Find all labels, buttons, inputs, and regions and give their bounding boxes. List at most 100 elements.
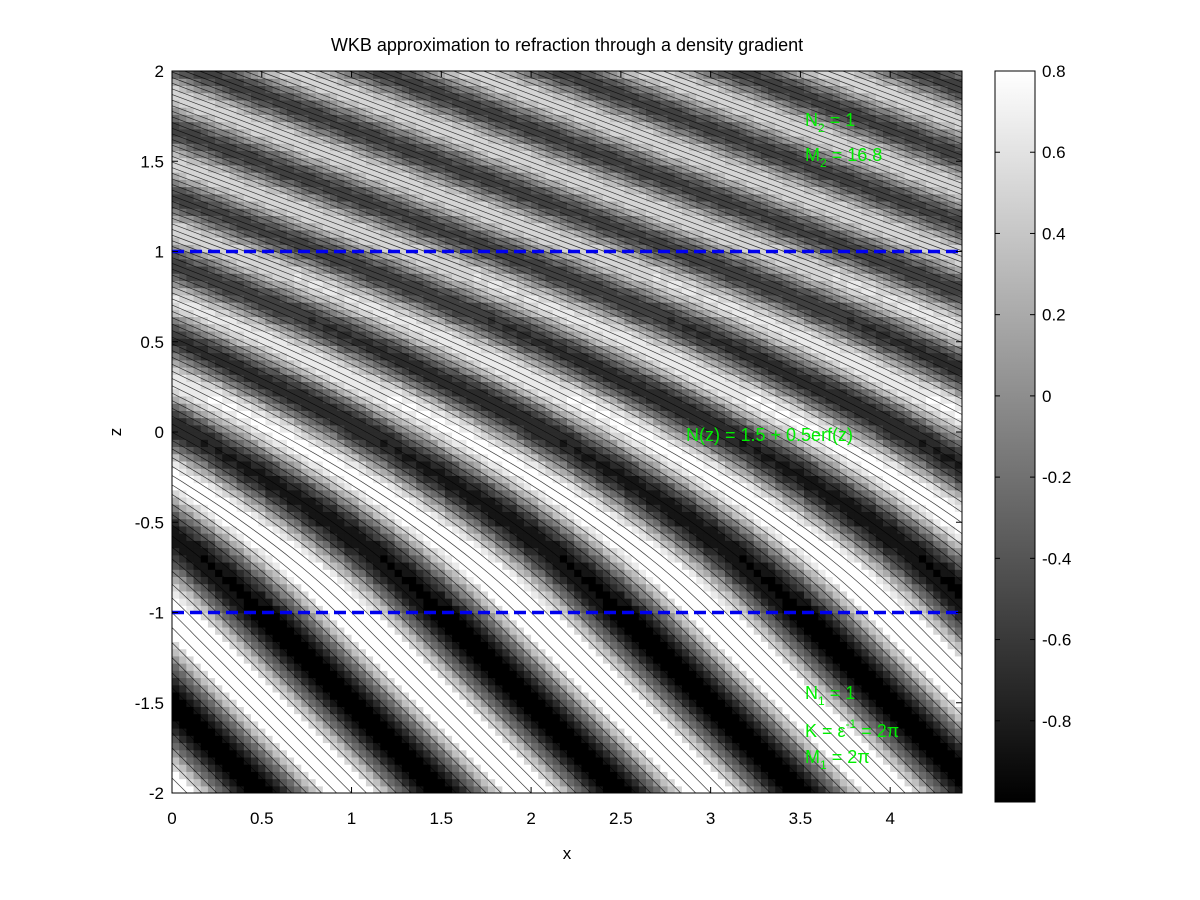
heatmap-cell <box>265 598 274 606</box>
heatmap-cell <box>229 598 238 606</box>
heatmap-cell <box>215 699 223 707</box>
heatmap-cell <box>710 785 719 793</box>
heatmap-cell <box>365 684 374 693</box>
heatmap-cell <box>552 641 561 650</box>
heatmap-cell <box>717 720 726 729</box>
heatmap-cell <box>200 670 209 679</box>
heatmap-cell <box>380 554 389 563</box>
heatmap-cell <box>890 691 898 700</box>
heatmap-cell <box>423 605 432 614</box>
heatmap-cell <box>883 641 891 650</box>
heatmap-cell <box>466 684 475 693</box>
heatmap-cell <box>502 728 511 736</box>
heatmap-cell <box>186 749 195 758</box>
heatmap-cell <box>667 735 676 744</box>
heatmap-cell <box>444 735 453 744</box>
heatmap-cell <box>631 612 640 621</box>
heatmap-cell <box>768 598 776 606</box>
heatmap-cell <box>739 728 748 736</box>
heatmap-cell <box>545 489 554 498</box>
heatmap-cell <box>430 677 439 686</box>
heatmap-cell <box>918 648 927 657</box>
heatmap-cell <box>890 756 898 765</box>
heatmap-cell <box>251 583 259 592</box>
heatmap-cell <box>890 677 898 686</box>
heatmap-cell <box>703 489 712 498</box>
heatmap-cell <box>552 525 561 534</box>
heatmap-cell <box>818 749 827 758</box>
heatmap-cell <box>301 648 310 657</box>
heatmap-cell <box>258 576 266 585</box>
heatmap-cell <box>595 699 604 707</box>
heatmap-cell <box>818 569 827 577</box>
heatmap-cell <box>330 626 338 635</box>
heatmap-cell <box>229 677 238 686</box>
heatmap-cell <box>825 720 834 729</box>
heatmap-cell <box>667 561 676 570</box>
heatmap-cell <box>279 460 288 469</box>
heatmap-cell <box>200 518 209 527</box>
heatmap-cell <box>365 525 374 534</box>
heatmap-cell <box>509 764 518 772</box>
heatmap-cell <box>818 699 827 707</box>
heatmap-cell <box>610 569 618 577</box>
heatmap-cell <box>839 540 848 549</box>
heatmap-cell <box>330 641 338 650</box>
heatmap-cell <box>861 785 870 793</box>
heatmap-cell <box>330 525 338 534</box>
heatmap-cell <box>401 489 410 498</box>
heatmap-cell <box>308 684 317 693</box>
heatmap-cell <box>725 547 733 556</box>
heatmap-cell <box>193 699 202 707</box>
heatmap-cell <box>523 489 532 498</box>
heatmap-cell <box>222 691 231 700</box>
heatmap-cell <box>588 626 597 635</box>
heatmap-cell <box>380 540 389 549</box>
heatmap-cell <box>610 677 618 686</box>
heatmap-cell <box>509 547 518 556</box>
heatmap-cell <box>804 468 812 476</box>
heatmap-cell <box>897 634 906 642</box>
heatmap-cell <box>861 713 870 722</box>
heatmap-cell <box>423 576 432 585</box>
heatmap-cell <box>444 482 453 491</box>
heatmap-cell <box>602 778 611 787</box>
heatmap-cell <box>344 583 353 592</box>
heatmap-cell <box>753 648 762 657</box>
heatmap-cell <box>452 626 460 635</box>
heatmap-cell <box>358 728 367 736</box>
heatmap-cell <box>789 742 798 751</box>
heatmap-cell <box>394 756 403 765</box>
heatmap-cell <box>926 547 934 556</box>
heatmap-cell <box>229 764 238 772</box>
heatmap-cell <box>847 706 855 715</box>
heatmap-cell <box>854 468 863 476</box>
heatmap-cell <box>215 728 223 736</box>
heatmap-cell <box>610 764 618 772</box>
heatmap-cell <box>789 699 798 707</box>
heatmap-cell <box>868 641 877 650</box>
heatmap-cell <box>207 583 216 592</box>
heatmap-cell <box>696 728 705 736</box>
heatmap-cell <box>746 742 755 751</box>
heatmap-cell <box>430 713 439 722</box>
heatmap-cell <box>279 468 288 476</box>
heatmap-cell <box>315 764 324 772</box>
heatmap-cell <box>488 626 496 635</box>
heatmap-cell <box>796 576 805 585</box>
heatmap-cell <box>804 612 812 621</box>
heatmap-cell <box>954 576 962 585</box>
heatmap-cell <box>890 619 898 628</box>
heatmap-cell <box>380 634 389 642</box>
heatmap-cell <box>308 496 317 505</box>
heatmap-cell <box>868 561 877 570</box>
heatmap-cell <box>495 583 503 592</box>
heatmap-cell <box>480 547 489 556</box>
heatmap-cell <box>186 561 195 570</box>
heatmap-cell <box>631 489 640 498</box>
heatmap-cell <box>617 684 626 693</box>
heatmap-cell <box>861 605 870 614</box>
heatmap-cell <box>251 756 259 765</box>
heatmap-cell <box>624 756 633 765</box>
heatmap-cell <box>574 699 582 707</box>
